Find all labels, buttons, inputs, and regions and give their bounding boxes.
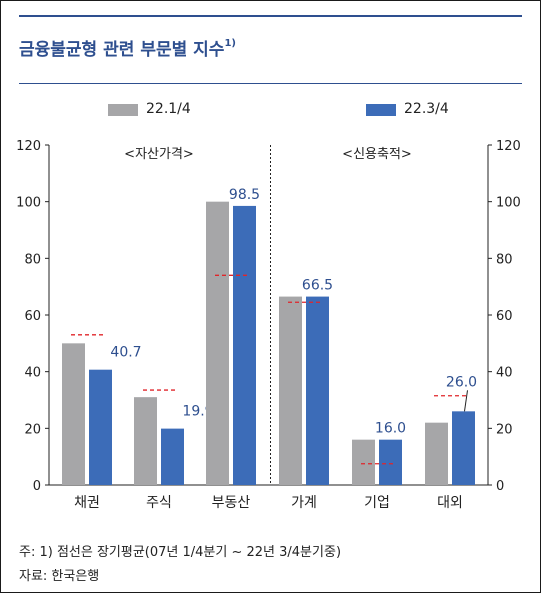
bar-22-1q [352, 439, 375, 485]
category-label: 대외 [437, 495, 463, 511]
y-tick-label-right: 40 [496, 366, 513, 381]
y-tick-label-left: 100 [16, 196, 41, 211]
y-tick-label-right: 20 [496, 422, 513, 437]
legend-label-22-1q: 22.1/4 [146, 101, 191, 117]
top-rule [19, 15, 522, 17]
title-rule [19, 83, 522, 84]
bar-22-3q [233, 205, 256, 485]
legend-swatch-22-3q [366, 104, 396, 116]
group-label-asset-prices: <자산가격> [124, 147, 194, 162]
y-tick-label-right: 100 [496, 196, 521, 211]
source-note: 자료: 한국은행 [19, 569, 100, 584]
bar-22-1q [425, 422, 448, 485]
bar-22-3q [452, 411, 475, 485]
bar-22-3q [379, 439, 402, 485]
chart-title-text: 금융불균형 관련 부문별 지수 [19, 40, 225, 60]
bar-22-3q [306, 296, 329, 485]
bar-22-3q [89, 369, 112, 485]
y-tick-label-right: 80 [496, 252, 513, 267]
category-label: 채권 [74, 495, 100, 511]
category-label: 주식 [146, 495, 172, 511]
data-label-22-3q: 19.9 [182, 404, 213, 420]
y-tick-label-left: 120 [16, 139, 41, 154]
data-label-22-3q: 40.7 [110, 345, 141, 361]
bar-22-1q [62, 343, 85, 485]
bar-22-1q [279, 296, 302, 485]
y-tick-label-left: 0 [33, 479, 41, 494]
data-label-22-3q: 98.5 [229, 187, 260, 203]
legend-swatch-22-1q [108, 104, 138, 116]
bar-22-1q [134, 397, 157, 485]
bar-22-3q [161, 428, 184, 485]
footnote: 주: 1) 점선은 장기평균(07년 1/4분기 ~ 22년 3/4분기중) [19, 545, 342, 560]
y-tick-label-right: 0 [496, 479, 504, 494]
data-label-leader [464, 390, 468, 412]
chart-title: 금융불균형 관련 부문별 지수1) [19, 35, 236, 60]
data-label-22-3q: 16.0 [375, 421, 406, 437]
group-label-credit-accumulation: <신용축적> [342, 147, 412, 162]
y-tick-label-left: 40 [24, 366, 41, 381]
bar-22-1q [206, 201, 229, 485]
bar-chart: 0 0 20 20 40 40 60 60 80 80 100 100 120 120 <자산가격> <신용축… [16, 139, 521, 511]
y-tick-label-left: 60 [24, 309, 41, 324]
y-tick-label-left: 20 [24, 422, 41, 437]
category-label: 기업 [364, 495, 390, 511]
category-label: 부동산 [212, 495, 251, 511]
data-label-22-3q: 26.0 [446, 374, 477, 390]
data-label-22-3q: 66.5 [302, 278, 333, 294]
y-tick-label-right: 120 [496, 139, 521, 154]
legend-label-22-3q: 22.3/4 [404, 101, 449, 117]
y-tick-label-right: 60 [496, 309, 513, 324]
category-label: 가계 [291, 495, 317, 511]
y-tick-label-left: 80 [24, 252, 41, 267]
title-footnote-mark: 1) [224, 38, 236, 50]
